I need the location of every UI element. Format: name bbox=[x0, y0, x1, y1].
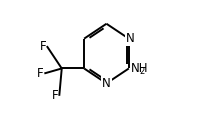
Text: F: F bbox=[37, 67, 43, 80]
Text: F: F bbox=[39, 40, 46, 53]
Text: 2: 2 bbox=[138, 67, 144, 76]
Text: N: N bbox=[125, 32, 134, 45]
Text: N: N bbox=[102, 77, 110, 90]
Text: NH: NH bbox=[131, 62, 148, 75]
Text: F: F bbox=[52, 89, 58, 102]
